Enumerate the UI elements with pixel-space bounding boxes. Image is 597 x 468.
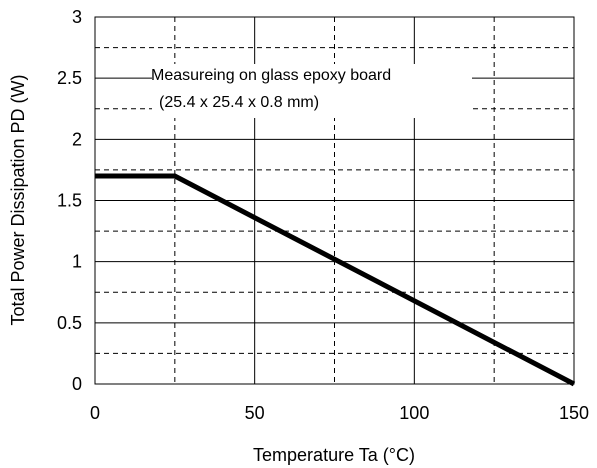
plot-area-frame [94,16,575,385]
power-derating-line [95,173,576,387]
annotation-line-1: Measureing on glass epoxy board [151,67,391,84]
y-tick-label: 1.5 [57,191,82,211]
y-tick-label: 0 [72,374,82,394]
x-tick-label: 0 [90,403,100,423]
x-tick-label: 150 [559,403,589,423]
y-tick-label: 2 [72,129,82,149]
annotation-line-2: (25.4 x 25.4 x 0.8 mm) [159,94,319,111]
y-tick-label: 2.5 [57,68,82,88]
annotation-background [152,64,472,118]
x-tick-label: 100 [399,403,429,423]
x-tick-label: 50 [245,403,265,423]
x-axis-label: Temperature Ta (°C) [253,445,415,465]
y-axis-label: Total Power Dissipation PD (W) [8,74,28,325]
y-tick-label: 0.5 [57,313,82,333]
x-axis-tick-labels: 0 50 100 150 [90,403,589,423]
y-axis-tick-labels: 0 0.5 1 1.5 2 2.5 3 [57,7,82,394]
series-layer [95,173,576,387]
y-tick-label: 1 [72,252,82,272]
y-tick-label: 3 [72,7,82,27]
